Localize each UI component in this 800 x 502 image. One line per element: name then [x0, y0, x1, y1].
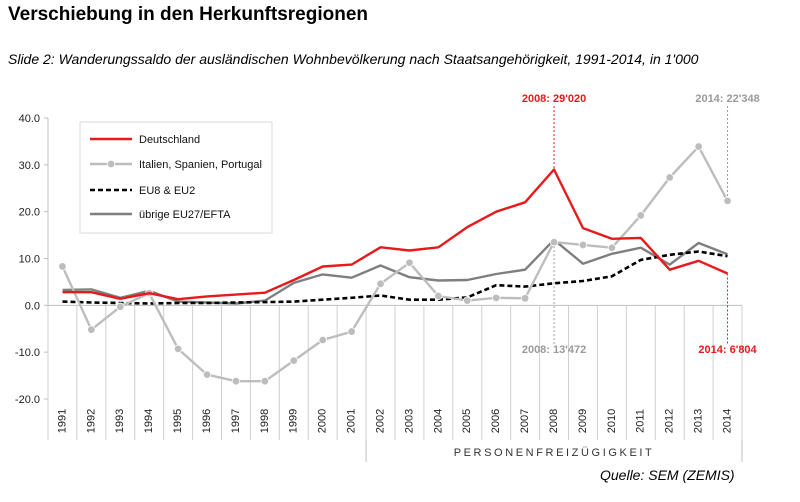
data-point — [434, 291, 443, 301]
data-point — [173, 344, 183, 354]
series-brige-eu27-efta — [62, 238, 728, 305]
x-tick-label: 1993 — [114, 409, 126, 433]
y-tick-label: 10.0 — [19, 254, 40, 266]
x-tick-label: 1994 — [143, 409, 155, 433]
period-label: PERSONENFREIZÜGIGKEIT — [454, 447, 655, 459]
legend-item: übrige EU27/EFTA — [90, 209, 231, 221]
x-tick-label: 2001 — [346, 409, 358, 433]
x-tick-label: 1991 — [56, 409, 68, 433]
legend-item: Italien, Spanien, Portugal — [90, 159, 262, 171]
series-eu8-eu2 — [62, 250, 728, 305]
legend-label: EU8 & EU2 — [139, 185, 195, 197]
data-point — [694, 142, 703, 151]
x-tick-label: 1992 — [85, 409, 97, 433]
data-point — [549, 237, 559, 247]
x-tick-label: 2002 — [374, 409, 386, 433]
x-tick-label: 2014 — [721, 409, 733, 433]
data-point — [607, 243, 617, 252]
data-point — [405, 258, 414, 267]
data-point — [636, 211, 645, 220]
annotation-label: 2008: 13'472 — [522, 344, 586, 356]
data-point — [723, 196, 732, 206]
x-tick-label: 2008 — [548, 409, 560, 433]
x-tick-label: 2006 — [490, 409, 502, 433]
data-point — [87, 325, 96, 334]
data-point — [58, 262, 67, 271]
x-axis: 1991 1992 1993 1994 1995 1996 1997 1998 1999 2000… — [47, 304, 743, 440]
data-point — [492, 293, 501, 303]
legend-label: Italien, Spanien, Portugal — [139, 159, 262, 171]
page-title: Verschiebung in den Herkunftsregionen — [8, 4, 369, 25]
legend-item: Deutschland — [90, 134, 200, 146]
legend: Deutschland Italien, Spanien, Portugal EU8… — [79, 121, 273, 234]
page-subtitle: Slide 2: Wanderungssaldo der ausländisch… — [8, 51, 699, 67]
annotation-lines — [553, 106, 729, 344]
legend-label: übrige EU27/EFTA — [139, 209, 231, 221]
x-tick-label: 2007 — [519, 409, 531, 433]
legend-marker — [106, 159, 116, 169]
data-point — [318, 335, 327, 345]
series-line — [62, 238, 728, 305]
series-line — [62, 168, 728, 301]
data-point — [260, 377, 270, 386]
annotation-label: 2008: 29'020 — [522, 93, 586, 105]
data-point — [463, 296, 472, 305]
legend-label: Deutschland — [139, 134, 200, 146]
data-point — [347, 327, 356, 336]
x-tick-label: 2005 — [461, 409, 473, 433]
x-tick-label: 1999 — [288, 409, 300, 433]
annotation-label: 2014: 6'804 — [698, 344, 757, 356]
data-point — [520, 294, 530, 303]
y-tick-label: 40.0 — [19, 113, 40, 125]
series-line — [61, 145, 729, 383]
data-point — [116, 302, 125, 311]
x-tick-label: 2000 — [317, 409, 329, 433]
y-tick-label: 20.0 — [19, 207, 40, 219]
series-layer — [58, 142, 732, 386]
data-point — [376, 279, 385, 288]
x-tick-label: 1996 — [201, 409, 213, 433]
data-point — [202, 370, 212, 379]
series-line — [62, 250, 728, 305]
x-tick-label: 2004 — [432, 409, 444, 433]
annotation-labels: 2008: 29'020 2008: 13'472 2014: 22'348 2014… — [522, 93, 760, 356]
x-tick-label: 2013 — [693, 409, 705, 433]
data-point — [578, 240, 588, 250]
period-bracket: PERSONENFREIZÜGIGKEIT — [365, 440, 743, 462]
y-tick-label: 30.0 — [19, 160, 40, 172]
legend-box — [79, 121, 273, 234]
data-point — [665, 173, 674, 182]
data-point — [231, 377, 241, 386]
x-tick-label: 2011 — [635, 409, 647, 433]
y-tick-label: 0.0 — [25, 300, 40, 312]
x-tick-label: 1997 — [230, 409, 242, 433]
y-tick-label: -20.0 — [15, 394, 40, 406]
x-tick-label: 2003 — [403, 409, 415, 433]
data-point — [289, 356, 298, 365]
y-axis: 40.0 30.0 20.0 10.0 0.0 -10.0 -20.0 — [15, 113, 49, 440]
series-deutschland — [62, 168, 728, 301]
x-tick-label: 2012 — [664, 409, 676, 433]
source-note: Quelle: SEM (ZEMIS) — [600, 467, 735, 483]
series-italien-spanien-portugal — [58, 142, 732, 386]
x-tick-label: 2010 — [606, 409, 618, 433]
annotation-label: 2014: 22'348 — [695, 93, 759, 105]
y-tick-label: -10.0 — [15, 347, 40, 359]
x-tick-label: 2009 — [577, 409, 589, 433]
x-tick-label: 1995 — [172, 409, 184, 433]
x-tick-label: 1998 — [259, 409, 271, 433]
legend-item: EU8 & EU2 — [90, 185, 195, 197]
